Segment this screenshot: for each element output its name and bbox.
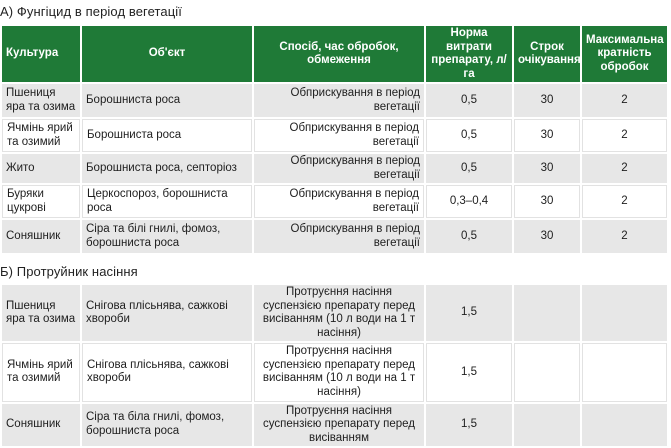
cell-object: Борошниста роса: [82, 84, 252, 118]
header-rate: Норма витрати препарату, л/га: [426, 26, 512, 83]
cell-crop: Буряки цукрові: [2, 185, 80, 219]
cell-crop: Пшениця яра та озима: [2, 84, 80, 118]
cell-object: Сіра та білі гнилі, фомоз, борошниста ро…: [82, 220, 252, 254]
cell-crop: Ячмінь ярий та озимий: [2, 119, 80, 153]
cell-method: Протруєння насіння суспензією препарату …: [254, 343, 424, 402]
cell-rate: 0,3–0,4: [426, 185, 512, 219]
cell-crop: Соняшник: [2, 220, 80, 254]
cell-method: Протруєння насіння суспензією препарату …: [254, 403, 424, 447]
cell-rate: 0,5: [426, 84, 512, 118]
cell-object: Снігова плісьнява, сажкові хвороби: [82, 343, 252, 402]
cell-max: [582, 403, 667, 447]
table-row: Буряки цукрові Церкоспороз, борошниста р…: [2, 185, 667, 219]
cell-method: Обприскування в період вегетації: [254, 154, 424, 184]
header-method: Спосіб, час обробок, обмеження: [254, 26, 424, 83]
cell-rate: 0,5: [426, 220, 512, 254]
table-row: Соняшник Сіра та білі гнилі, фомоз, боро…: [2, 220, 667, 254]
cell-object: Церкоспороз, борошниста роса: [82, 185, 252, 219]
cell-method: Протруєння насіння суспензією препарату …: [254, 285, 424, 342]
header-waiting: Строк очікування: [514, 26, 581, 83]
cell-waiting: 30: [514, 220, 580, 254]
cell-rate: 0,5: [426, 119, 512, 153]
header-crop: Культура: [2, 26, 80, 83]
cell-method: Обприскування в період вегетації: [254, 220, 424, 254]
table-row: Ячмінь ярий та озимий Борошниста роса Об…: [2, 119, 667, 153]
cell-waiting: [514, 403, 580, 447]
cell-crop: Пшениця яра та озима: [2, 285, 80, 342]
table-row: Жито Борошниста роса, септоріоз Обприску…: [2, 154, 667, 184]
cell-object: Сіра та біла гнилі, фомоз, борошниста ро…: [82, 403, 252, 447]
cell-waiting: 30: [514, 84, 580, 118]
cell-object: Снігова плісьнява, сажкові хвороби: [82, 285, 252, 342]
cell-max: 2: [582, 154, 667, 184]
cell-max: 2: [582, 84, 667, 118]
header-max: Максимальна кратність обробок: [582, 26, 667, 83]
cell-rate: 0,5: [426, 154, 512, 184]
header-object: Об'єкт: [82, 26, 252, 83]
section-a-title: А) Фунгіцид в період вегетації: [0, 4, 182, 19]
cell-crop: Ячмінь ярий та озимий: [2, 343, 80, 402]
cell-waiting: 30: [514, 185, 580, 219]
cell-rate: 1,5: [426, 403, 512, 447]
cell-max: [582, 343, 667, 402]
cell-waiting: [514, 285, 580, 342]
cell-max: 2: [582, 185, 667, 219]
cell-waiting: 30: [514, 154, 580, 184]
table-row: Ячмінь ярий та озимий Снігова плісьнява,…: [2, 343, 667, 402]
cell-max: [582, 285, 667, 342]
cell-max: 2: [582, 119, 667, 153]
section-b-title: Б) Протруйник насіння: [0, 264, 138, 279]
cell-object: Борошниста роса: [82, 119, 252, 153]
cell-method: Обприскування в період вегетації: [254, 185, 424, 219]
cell-max: 2: [582, 220, 667, 254]
cell-crop: Соняшник: [2, 403, 80, 447]
seed-treatment-table: Пшениця яра та озима Снігова плісьнява, …: [0, 283, 669, 448]
cell-object: Борошниста роса, септоріоз: [82, 154, 252, 184]
table-row: Пшениця яра та озима Снігова плісьнява, …: [2, 285, 667, 342]
table-row: Пшениця яра та озима Борошниста роса Обп…: [2, 84, 667, 118]
cell-crop: Жито: [2, 154, 80, 184]
cell-method: Обприскування в період вегетації: [254, 119, 424, 153]
cell-waiting: [514, 343, 580, 402]
cell-waiting: 30: [514, 119, 580, 153]
cell-method: Обприскування в період вегетації: [254, 84, 424, 118]
table-row: Соняшник Сіра та біла гнилі, фомоз, боро…: [2, 403, 667, 447]
cell-rate: 1,5: [426, 285, 512, 342]
cell-rate: 1,5: [426, 343, 512, 402]
table-header-row: Культура Об'єкт Спосіб, час обробок, обм…: [2, 26, 667, 83]
fungicide-table: Культура Об'єкт Спосіб, час обробок, обм…: [0, 24, 669, 255]
